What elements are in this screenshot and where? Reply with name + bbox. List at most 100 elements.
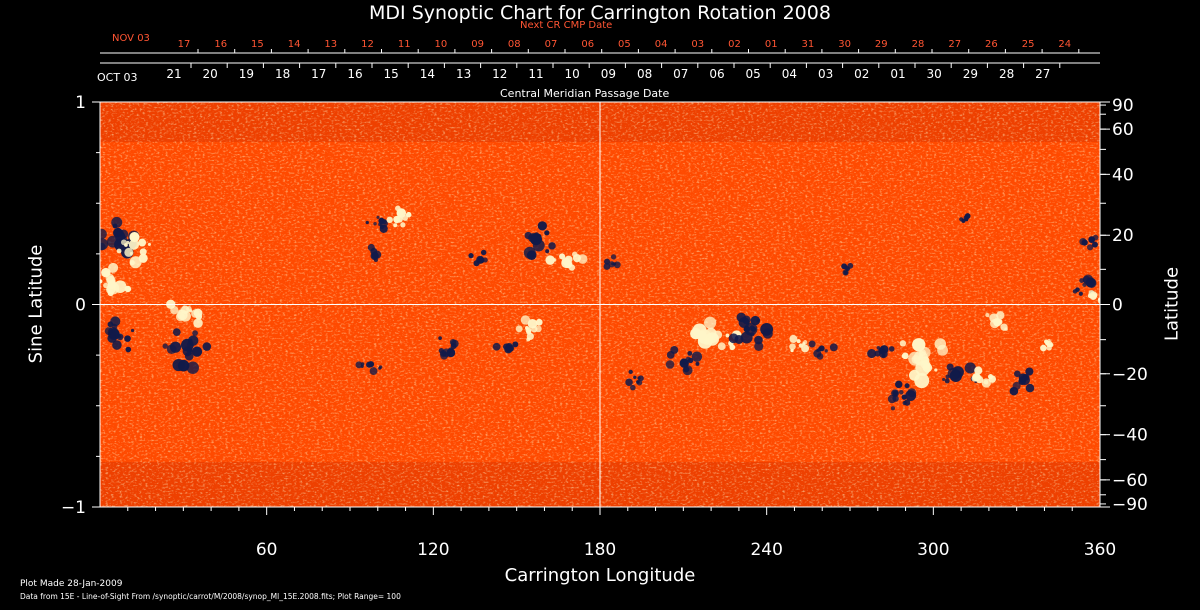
next-cr-date-label: 29 <box>875 39 888 50</box>
region-positive <box>515 315 543 342</box>
cmp-date-label: 10 <box>565 67 580 81</box>
cmp-date-label: 03 <box>818 67 833 81</box>
region-negative <box>728 312 774 351</box>
region-negative <box>104 316 135 353</box>
cmp-date-label: 16 <box>347 67 362 81</box>
region-negative <box>355 361 383 376</box>
region-negative <box>603 254 621 270</box>
cmp-date-label: 01 <box>890 67 905 81</box>
top-axis-start-label: NOV 03 <box>112 33 150 44</box>
next-cr-date-label: 12 <box>361 39 374 50</box>
region-negative <box>625 369 644 391</box>
cmp-date-label: 17 <box>311 67 326 81</box>
y-tick-label-left: 1 <box>75 93 86 113</box>
next-cr-date-label: 04 <box>655 39 668 50</box>
region-positive <box>789 335 810 353</box>
y-tick-label-right: −40 <box>1112 426 1148 446</box>
region-negative <box>162 328 212 374</box>
next-cr-date-label: 01 <box>765 39 778 50</box>
region-negative <box>959 213 971 223</box>
y-tick-label-right: −20 <box>1112 365 1148 385</box>
next-cr-date-label: 27 <box>948 39 961 50</box>
next-cr-date-label: 08 <box>508 39 521 50</box>
y-tick-label-right: 60 <box>1112 120 1134 140</box>
next-cr-date-label: 06 <box>581 39 594 50</box>
region-positive <box>971 366 997 388</box>
region-positive <box>690 316 742 351</box>
region-negative <box>492 341 519 354</box>
region-positive <box>100 262 132 297</box>
cmp-date-label: 20 <box>203 67 218 81</box>
x-tick-label: 240 <box>750 540 782 560</box>
next-cr-date-label: 13 <box>324 39 337 50</box>
region-positive <box>1040 338 1054 352</box>
y-tick-label-right: −60 <box>1112 471 1148 491</box>
region-positive <box>166 299 203 328</box>
region-negative <box>523 221 556 261</box>
next-cr-date-label: 30 <box>838 39 851 50</box>
date-axis-start-label: OCT 03 <box>97 71 138 84</box>
next-cr-date-label: 24 <box>1058 39 1071 50</box>
y-tick-label-right: 20 <box>1112 226 1134 246</box>
region-negative <box>808 340 838 360</box>
cmp-date-label: 18 <box>275 67 290 81</box>
cmp-date-label: 02 <box>854 67 869 81</box>
next-cr-date-label: 15 <box>251 39 264 50</box>
region-positive <box>899 338 949 389</box>
next-cr-date-label: 17 <box>178 39 191 50</box>
x-tick-label: 300 <box>917 540 949 560</box>
next-cr-date-label: 14 <box>288 39 301 50</box>
region-positive <box>386 205 412 228</box>
region-negative <box>841 262 854 276</box>
data-source-note: Data from 15E - Line-of-Sight From /syno… <box>20 592 401 601</box>
y-axis-label-right: Latitude <box>1161 266 1183 342</box>
cmp-date-label: 09 <box>601 67 616 81</box>
region-negative <box>867 345 895 359</box>
region-positive <box>116 231 151 269</box>
cmp-date-label: 29 <box>963 67 978 81</box>
next-cr-date-label: 09 <box>471 39 484 50</box>
next-cr-date-label: 02 <box>728 39 741 50</box>
chart-title: MDI Synoptic Chart for Carrington Rotati… <box>369 2 831 24</box>
y-tick-label-right: 0 <box>1112 296 1123 316</box>
cmp-date-label: 08 <box>637 67 652 81</box>
cmp-date-label: 07 <box>673 67 688 81</box>
cmp-date-label: 21 <box>166 67 181 81</box>
y-tick-label-right: −90 <box>1112 495 1148 515</box>
region-negative <box>468 249 488 267</box>
cmp-date-label: 06 <box>709 67 724 81</box>
next-cr-date-label: 11 <box>398 39 411 50</box>
cmp-date-label: 28 <box>999 67 1014 81</box>
x-tick-label: 60 <box>256 540 278 560</box>
plot-made-note: Plot Made 28-Jan-2009 <box>20 579 123 589</box>
x-tick-label: 120 <box>417 540 449 560</box>
region-negative <box>438 336 459 360</box>
cmp-date-label: 13 <box>456 67 471 81</box>
y-axis-label-left: Sine Latitude <box>25 244 47 364</box>
next-cr-date-label: 10 <box>435 39 448 50</box>
cmp-date-label: 05 <box>746 67 761 81</box>
region-negative <box>367 243 382 263</box>
cmp-date-label: 04 <box>782 67 797 81</box>
next-cr-date-label: 28 <box>912 39 925 50</box>
next-cr-date-label: 03 <box>691 39 704 50</box>
x-axis-label: Carrington Longitude <box>504 565 696 586</box>
cmp-date-label: 11 <box>528 67 543 81</box>
y-tick-label-left: −1 <box>61 498 86 518</box>
top-axis-label: Next CR CMP Date <box>520 20 613 31</box>
next-cr-date-label: 16 <box>214 39 227 50</box>
next-cr-date-label: 31 <box>802 39 815 50</box>
region-negative <box>1009 367 1035 396</box>
cmp-date-label: 12 <box>492 67 507 81</box>
y-tick-label-right: 90 <box>1112 96 1134 116</box>
next-cr-date-label: 07 <box>545 39 558 50</box>
x-tick-label: 360 <box>1084 540 1116 560</box>
region-positive <box>545 251 588 271</box>
region-negative <box>665 345 703 376</box>
cmp-date-label: 27 <box>1035 67 1050 81</box>
region-negative <box>365 215 388 233</box>
active-regions <box>100 205 1100 411</box>
next-cr-date-label: 05 <box>618 39 631 50</box>
next-cr-date-label: 26 <box>985 39 998 50</box>
